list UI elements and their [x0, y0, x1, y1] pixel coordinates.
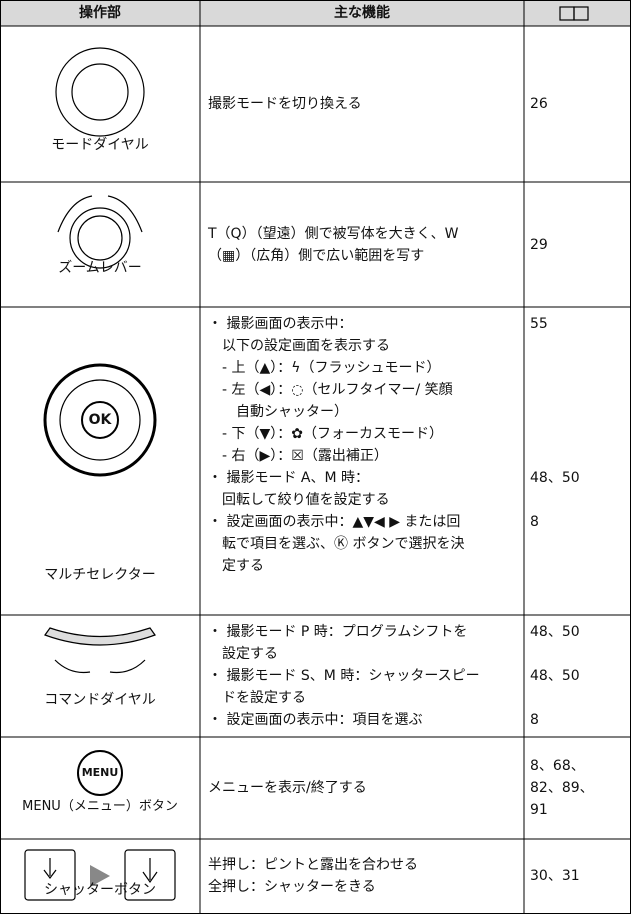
- page-ref: 48、50: [530, 668, 580, 684]
- function-text: 自動シャッター）: [208, 404, 348, 420]
- function-text: ドを設定する: [208, 690, 306, 706]
- page-ref: 30、31: [530, 868, 580, 885]
- page-ref: 8、68、: [530, 758, 585, 774]
- page-ref: 26: [530, 96, 548, 112]
- page-ref: 82、89、: [530, 780, 594, 796]
- function-text: 定する: [208, 558, 264, 574]
- row-label: MENU（メニュー）ボタン: [22, 799, 178, 814]
- function-text: ・ 撮影モード S、M 時：シャッタースピー: [208, 668, 480, 684]
- header-cell: 操作部: [79, 5, 121, 21]
- function-text: 撮影モードを切り換える: [208, 96, 362, 112]
- page-ref: 48、50: [530, 470, 580, 486]
- function-text: 半押し：ピントと露出を合わせる: [208, 857, 418, 874]
- row-label: モードダイヤル: [51, 137, 149, 153]
- page-ref: 55: [530, 316, 548, 332]
- function-text: 回転して絞り値を設定する: [208, 492, 390, 508]
- function-text: メニューを表示/終了する: [208, 780, 367, 796]
- page-ref: 29: [530, 236, 548, 253]
- function-text: - 右（▶）：☒（露出補正）: [208, 448, 388, 464]
- row-label: コマンドダイヤル: [44, 692, 156, 708]
- row-label: シャッターボタン: [44, 882, 156, 898]
- icon-label: OK: [88, 412, 112, 428]
- icon-label: MENU: [81, 766, 119, 779]
- function-text: ・ 設定画面の表示中：▲▼◀ ▶ または回: [208, 514, 461, 530]
- page-ref: 48、50: [530, 624, 580, 640]
- page-ref: 8: [530, 514, 539, 530]
- function-text: ・ 撮影モード P 時：プログラムシフトを: [208, 624, 468, 640]
- function-text: ・ 設定画面の表示中：項目を選ぶ: [208, 712, 423, 728]
- function-text: （▦）（広角）側で広い範囲を写す: [208, 247, 425, 264]
- page-ref: 91: [530, 802, 548, 818]
- function-text: 全押し：シャッターをきる: [208, 879, 376, 896]
- function-text: ・ 撮影画面の表示中：: [208, 316, 353, 332]
- header-cell: 主な機能: [334, 5, 390, 21]
- row-label: マルチセレクター: [44, 567, 156, 583]
- function-text: 設定する: [208, 646, 278, 662]
- function-text: 以下の設定画面を表示する: [208, 338, 390, 354]
- page-ref: 8: [530, 712, 539, 728]
- row-label: ズームレバー: [58, 260, 142, 276]
- function-text: T（Q）（望遠）側で被写体を大きく、W: [208, 225, 459, 242]
- function-text: - 上（▲）：ϟ（フラッシュモード）: [208, 360, 441, 376]
- function-text: - 左（◀）：◌（セルフタイマー/ 笑顔: [208, 382, 453, 398]
- function-text: 転で項目を選ぶ、Ⓚ ボタンで選択を決: [208, 536, 465, 552]
- function-text: - 下（▼）：✿（フォーカスモード）: [208, 426, 443, 442]
- function-text: ・ 撮影モード A、M 時：: [208, 470, 370, 486]
